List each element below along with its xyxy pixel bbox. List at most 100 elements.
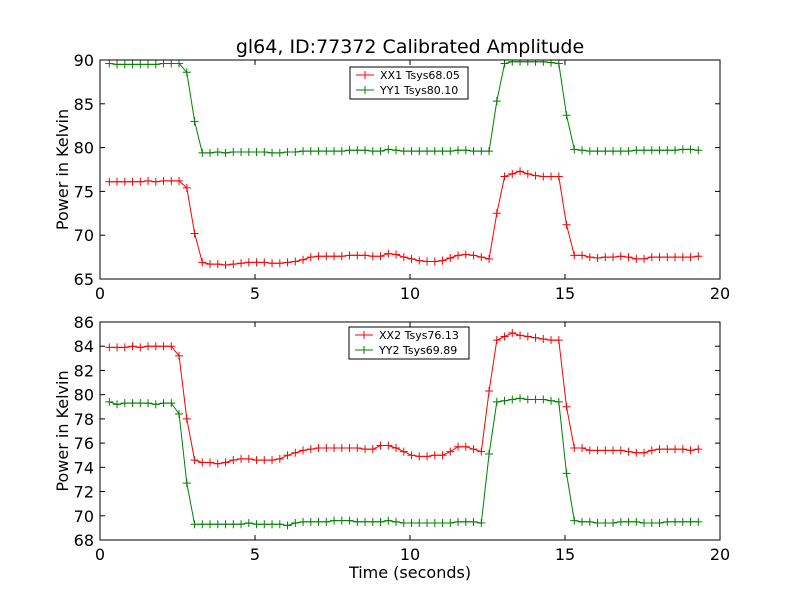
series-group: [105, 60, 703, 269]
data-point: [485, 254, 494, 263]
x-tick-label: 5: [250, 545, 260, 564]
data-point: [337, 516, 346, 525]
data-point: [105, 177, 114, 186]
data-point: [306, 445, 315, 454]
data-point: [206, 458, 215, 467]
data-point: [361, 251, 370, 260]
data-point: [554, 336, 563, 345]
data-point: [368, 252, 377, 261]
plot-frame: [99, 59, 721, 280]
data-point: [671, 253, 680, 262]
data-point: [438, 519, 447, 528]
y-tick-label: 72: [74, 483, 94, 502]
data-point: [609, 253, 618, 262]
data-point: [392, 146, 401, 155]
data-point: [593, 253, 602, 262]
legend-label: XX2 Tsys76.13: [379, 329, 459, 342]
data-point: [585, 253, 594, 262]
data-point: [430, 147, 439, 156]
data-point: [461, 442, 470, 451]
data-point: [345, 146, 354, 155]
legend-marker: [360, 346, 368, 354]
legend-label: YY1 Tsys80.10: [379, 84, 458, 97]
data-point: [601, 253, 610, 262]
y-tick-label: 70: [74, 507, 94, 526]
data-point: [632, 517, 641, 526]
data-point: [306, 147, 315, 156]
data-point: [430, 519, 439, 528]
data-point: [353, 251, 362, 260]
data-point: [492, 336, 501, 345]
data-point: [609, 519, 618, 528]
data-point: [206, 520, 215, 529]
data-point: [609, 147, 618, 156]
data-point: [523, 60, 532, 66]
legend: XX1 Tsys68.05 YY1 Tsys80.10: [349, 66, 469, 100]
data-point: [376, 252, 385, 261]
data-point: [353, 517, 362, 526]
data-point: [260, 456, 269, 465]
data-point: [384, 516, 393, 525]
data-point: [585, 446, 594, 455]
data-point: [485, 387, 494, 396]
data-point: [306, 517, 315, 526]
data-point: [430, 257, 439, 266]
data-point: [640, 146, 649, 155]
data-point: [330, 147, 339, 156]
data-point: [144, 399, 153, 408]
data-point: [446, 519, 455, 528]
data-point: [531, 171, 540, 180]
data-point: [175, 176, 184, 185]
data-point: [190, 229, 199, 238]
data-point: [500, 60, 509, 68]
data-point: [647, 146, 656, 155]
data-point: [407, 147, 416, 156]
data-point: [678, 445, 687, 454]
data-point: [144, 176, 153, 185]
data-point: [221, 260, 230, 269]
data-point: [446, 147, 455, 156]
y-tick-label: 80: [74, 139, 94, 158]
data-point: [539, 60, 548, 66]
data-point: [578, 146, 587, 155]
data-point: [175, 410, 184, 419]
data-point: [113, 60, 122, 69]
data-point: [268, 259, 277, 268]
data-point: [376, 441, 385, 450]
data-point: [547, 60, 556, 67]
data-point: [175, 351, 184, 360]
data-point: [562, 469, 571, 478]
data-point: [213, 520, 222, 529]
y-axis-label: Power in Kelvin: [53, 109, 72, 230]
y-axis-label: Power in Kelvin: [53, 370, 72, 491]
data-point: [337, 252, 346, 261]
data-point: [392, 517, 401, 526]
data-point: [523, 169, 532, 178]
data-point: [454, 251, 463, 260]
data-point: [609, 446, 618, 455]
data-point: [167, 176, 176, 185]
data-point: [213, 260, 222, 269]
y-tick-label: 68: [74, 531, 94, 550]
series-group: [105, 328, 703, 530]
data-point: [469, 147, 478, 156]
data-point: [624, 147, 633, 156]
data-point: [206, 260, 215, 269]
data-point: [547, 172, 556, 181]
data-point: [260, 258, 269, 267]
data-point: [120, 399, 129, 408]
data-point: [368, 517, 377, 526]
data-point: [516, 331, 525, 340]
data-point: [190, 520, 199, 529]
data-point: [159, 60, 168, 68]
data-point: [570, 251, 579, 260]
data-point: [237, 147, 246, 156]
data-point: [632, 448, 641, 457]
data-point: [206, 148, 215, 157]
data-point: [454, 442, 463, 451]
y-tick-label: 84: [74, 337, 94, 356]
y-tick-label: 76: [74, 434, 94, 453]
data-point: [477, 519, 486, 528]
data-point: [492, 397, 501, 406]
